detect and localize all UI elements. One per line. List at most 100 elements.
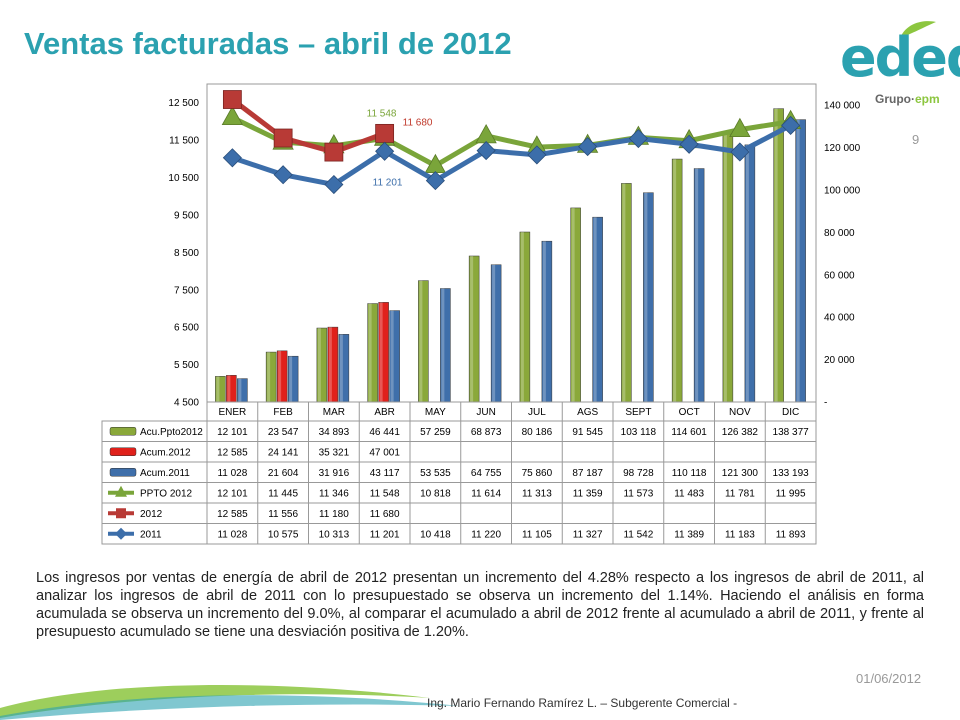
legend-triangle-marker (115, 485, 127, 497)
bar-highlight (278, 350, 282, 402)
bar-highlight (470, 255, 474, 402)
table-cell: 110 118 (672, 468, 707, 479)
table-cell: 87 187 (572, 468, 603, 479)
x-category-label: NOV (729, 407, 751, 418)
bar-highlight (441, 288, 445, 402)
leaf-icon (900, 21, 936, 38)
table-cell: 57 259 (420, 427, 451, 438)
bar-highlight (390, 310, 394, 402)
table-cell: 46 441 (369, 427, 400, 438)
diamond-marker (273, 165, 293, 185)
table-cell: 121 300 (722, 468, 759, 479)
legend-key (109, 468, 137, 477)
table-cell: 12 101 (217, 427, 248, 438)
y-left-tick-label: 4 500 (174, 398, 199, 409)
table-cell: 11 614 (471, 489, 501, 500)
table-row (101, 502, 817, 524)
table-cell: 11 028 (217, 468, 247, 479)
bar-highlight (695, 168, 699, 402)
table-cell: 10 418 (420, 530, 451, 541)
table-cell: 11 180 (319, 509, 349, 520)
bar-highlight (673, 159, 677, 402)
diamond-marker (781, 115, 801, 135)
table-cell: 11 573 (623, 489, 653, 500)
grupo-brand: epm (915, 92, 940, 106)
diamond-marker (578, 137, 598, 157)
table-cell: 53 535 (420, 468, 451, 479)
bar-highlight (644, 192, 648, 402)
x-category-label: ENER (218, 407, 246, 418)
y-left-tick-label: 10 500 (168, 173, 199, 184)
bar-highlight (542, 241, 546, 402)
x-category-label: MAR (323, 407, 345, 418)
series-line (230, 97, 386, 155)
y-right-tick-label: 60 000 (824, 270, 855, 281)
table-cell: 11 556 (268, 509, 298, 520)
table-cell: 11 313 (522, 489, 552, 500)
table-cell: 11 183 (725, 530, 755, 541)
x-category-label: SEPT (625, 407, 651, 418)
diamond-marker (476, 141, 496, 161)
edeq-logo: edeq (840, 18, 960, 108)
y-right-tick-label: 120 000 (824, 143, 861, 154)
x-category-label: MAY (425, 407, 446, 418)
grupo-epm-logo: Grupo·epm (875, 92, 940, 106)
table-row-label: PPTO 2012 (140, 489, 193, 500)
diamond-marker (679, 134, 699, 154)
x-category-label: JUL (528, 407, 546, 418)
table-cell: 23 547 (268, 427, 299, 438)
table-cell: 11 483 (674, 489, 704, 500)
y-right-tick-label: 40 000 (824, 313, 855, 324)
y-left-tick-label: 5 500 (174, 360, 199, 371)
y-right-tick-label: 20 000 (824, 355, 855, 366)
x-category-label: FEB (273, 407, 293, 418)
table-cell: 12 585 (217, 509, 248, 520)
y-left-tick-label: 9 500 (174, 210, 199, 221)
table-cell: 138 377 (773, 427, 810, 438)
table-row-label: Acu.Ppto2012 (140, 427, 203, 438)
table-cell: 35 321 (319, 448, 350, 459)
bar-highlight (745, 144, 749, 402)
table-row-label: 2012 (140, 509, 163, 520)
table-cell: 133 193 (773, 468, 810, 479)
table-cell: 103 118 (621, 427, 657, 438)
logo-text: edeq (840, 26, 960, 89)
y-right-tick-label: 80 000 (824, 228, 855, 239)
table-cell: 75 860 (522, 468, 553, 479)
triangle-marker (221, 105, 244, 126)
page-number: 9 (912, 132, 920, 147)
table-cell: 34 893 (319, 427, 350, 438)
table-cell: 11 359 (573, 489, 603, 500)
diamond-marker (628, 128, 648, 149)
table-cell: 11 680 (370, 509, 400, 520)
table-cell: 11 105 (522, 530, 552, 541)
bar-highlight (368, 303, 372, 402)
bar-highlight (238, 378, 242, 402)
bar-highlight (289, 356, 293, 402)
table-cell: 126 382 (722, 427, 759, 438)
y-right-tick-label: 100 000 (824, 186, 861, 197)
table-cell: 12 101 (217, 489, 248, 500)
diamond-marker (730, 142, 750, 162)
table-cell: 98 728 (623, 468, 654, 479)
bar-highlight (216, 376, 220, 402)
y-right-tick-label: - (824, 398, 827, 409)
table-row (101, 461, 817, 483)
table-cell: 80 186 (522, 427, 553, 438)
table-cell: 47 001 (369, 448, 400, 459)
diamond-marker (324, 174, 344, 195)
legend-key (109, 447, 137, 456)
table-cell: 11 548 (370, 489, 400, 500)
x-category-label: ABR (374, 407, 395, 418)
y-left-tick-label: 12 500 (168, 98, 199, 109)
table-row (101, 523, 817, 545)
data-label: 11 548 (367, 108, 397, 119)
diamond-marker (222, 148, 242, 168)
bar-highlight (723, 134, 727, 402)
table-row-label: Acum.2011 (140, 468, 190, 479)
bar-highlight (379, 302, 383, 402)
footer-swoosh (0, 684, 460, 720)
table-cell: 11 389 (674, 530, 704, 541)
series-line (231, 123, 792, 188)
square-marker (324, 142, 344, 162)
